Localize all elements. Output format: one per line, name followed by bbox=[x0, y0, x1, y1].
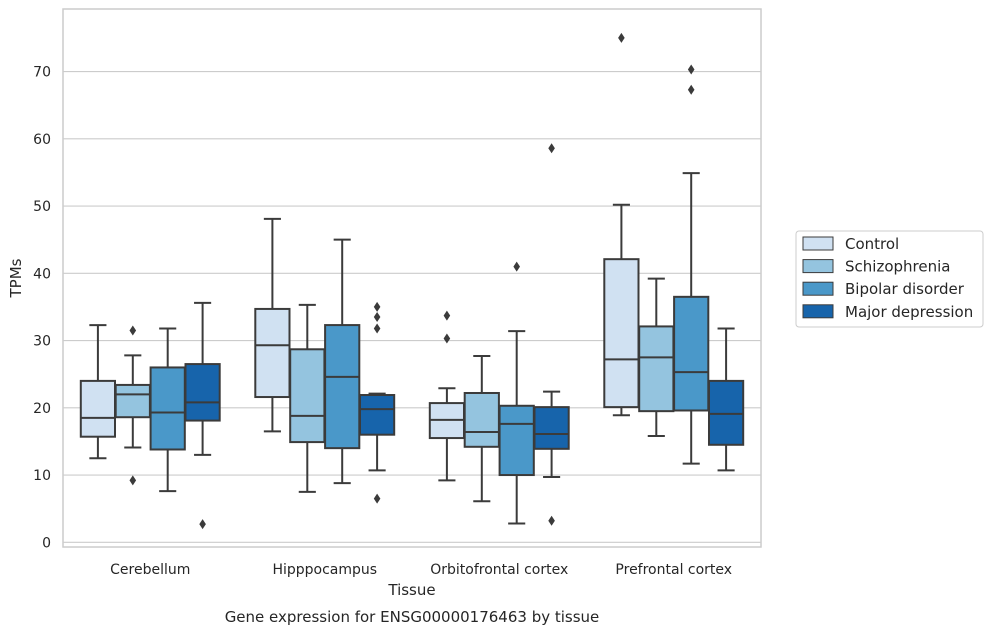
box-body bbox=[533, 406, 570, 450]
box-major-depression bbox=[358, 301, 396, 504]
box-bipolar-disorder bbox=[673, 64, 710, 465]
legend-label: Bipolar disorder bbox=[845, 280, 965, 298]
box-major-depression bbox=[533, 143, 570, 526]
legend-swatch bbox=[802, 259, 834, 274]
y-tick-labels: 0 10 20 30 40 50 60 70 bbox=[33, 65, 51, 552]
box-body bbox=[463, 391, 500, 448]
legend-frame bbox=[795, 230, 984, 328]
x-tick-label: Hipppocampus bbox=[272, 562, 377, 578]
box-control bbox=[603, 32, 640, 417]
box-body bbox=[149, 366, 186, 451]
legend-label: Major depression bbox=[845, 303, 973, 321]
legend-item: Control bbox=[802, 235, 899, 253]
box-bipolar-disorder bbox=[324, 238, 361, 485]
figure-caption: Gene expression for ENSG00000176463 by t… bbox=[225, 608, 600, 626]
legend-swatch bbox=[802, 236, 834, 251]
outlier-point bbox=[129, 475, 137, 486]
y-tick-label: 60 bbox=[33, 132, 51, 148]
box-control bbox=[254, 217, 291, 433]
y-tick-label: 0 bbox=[42, 535, 51, 551]
outlier-point bbox=[373, 312, 381, 323]
outlier-point bbox=[129, 325, 137, 336]
box-body bbox=[289, 348, 326, 444]
box-major-depression bbox=[707, 327, 745, 472]
x-axis-title: Tissue bbox=[387, 581, 435, 599]
outlier-point bbox=[618, 32, 625, 43]
outlier-point bbox=[373, 323, 381, 334]
y-tick-label: 70 bbox=[33, 65, 51, 81]
legend-swatch bbox=[802, 304, 834, 319]
legend-label: Schizophrenia bbox=[845, 258, 950, 276]
outlier-point bbox=[373, 301, 381, 312]
box-schizophrenia bbox=[638, 277, 675, 438]
outlier-point bbox=[687, 84, 695, 95]
box-body bbox=[79, 379, 117, 438]
outlier-point bbox=[443, 310, 451, 321]
legend-item: Schizophrenia bbox=[802, 258, 950, 276]
box-body bbox=[498, 404, 535, 477]
box-schizophrenia bbox=[114, 325, 151, 486]
box-body bbox=[254, 307, 291, 399]
outlier-point bbox=[513, 261, 520, 272]
y-tick-label: 40 bbox=[33, 266, 51, 282]
box-body bbox=[184, 363, 221, 422]
legend-item: Bipolar disorder bbox=[802, 280, 965, 298]
y-tick-label: 20 bbox=[33, 401, 51, 417]
outlier-point bbox=[687, 64, 695, 75]
outlier-point bbox=[199, 519, 206, 530]
y-tick-label: 30 bbox=[33, 334, 51, 350]
box-schizophrenia bbox=[463, 355, 500, 503]
y-tick-label: 50 bbox=[33, 199, 51, 215]
legend-swatch bbox=[802, 281, 834, 296]
outlier-point bbox=[443, 333, 451, 344]
x-tick-label: Prefrontal cortex bbox=[615, 562, 732, 578]
y-axis-title: TPMs bbox=[7, 258, 25, 298]
plot-frame bbox=[62, 8, 762, 548]
box-body bbox=[114, 383, 151, 419]
box-major-depression bbox=[184, 301, 221, 530]
box-body bbox=[358, 394, 396, 436]
x-tick-label: Orbitofrontal cortex bbox=[430, 562, 568, 578]
outlier-point bbox=[548, 515, 555, 526]
box-control bbox=[428, 310, 466, 482]
legend-item: Major depression bbox=[802, 303, 973, 321]
legend-label: Control bbox=[845, 235, 899, 253]
box-bipolar-disorder bbox=[498, 261, 535, 525]
y-tick-label: 10 bbox=[33, 468, 51, 484]
box-body bbox=[324, 324, 361, 450]
boxes bbox=[79, 32, 745, 530]
legend: Control Schizophrenia Bipolar disorder Majo… bbox=[795, 230, 984, 328]
box-body bbox=[673, 295, 710, 412]
box-schizophrenia bbox=[289, 303, 326, 493]
x-tick-label: Cerebellum bbox=[110, 562, 190, 578]
outlier-point bbox=[548, 143, 555, 154]
box-body bbox=[603, 258, 640, 409]
x-tick-labels: Cerebellum Hipppocampus Orbitofrontal cort… bbox=[110, 562, 732, 578]
box-body bbox=[638, 325, 675, 413]
box-body bbox=[707, 379, 745, 446]
outlier-point bbox=[373, 493, 381, 504]
